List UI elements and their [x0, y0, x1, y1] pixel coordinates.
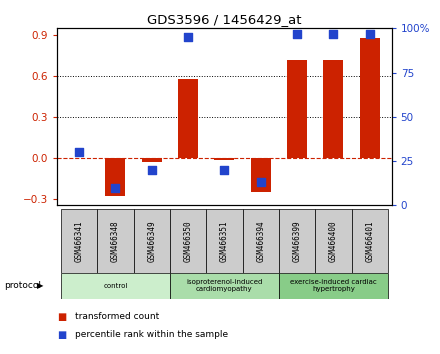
Text: GSM466350: GSM466350 — [183, 220, 193, 262]
Bar — [352, 209, 388, 273]
Text: ■: ■ — [57, 312, 66, 322]
Text: GSM466341: GSM466341 — [74, 220, 84, 262]
Bar — [97, 209, 133, 273]
Text: isoproterenol-induced
cardiomyopathy: isoproterenol-induced cardiomyopathy — [186, 279, 263, 292]
Text: GSM466401: GSM466401 — [365, 220, 374, 262]
Text: transformed count: transformed count — [75, 312, 159, 321]
Bar — [315, 209, 352, 273]
Point — [257, 179, 264, 185]
Text: protocol: protocol — [4, 281, 41, 290]
Point — [184, 34, 191, 40]
Point — [112, 185, 119, 190]
Text: GSM466348: GSM466348 — [111, 220, 120, 262]
Bar — [133, 209, 170, 273]
Bar — [105, 158, 125, 196]
Bar — [61, 209, 97, 273]
Point — [366, 31, 373, 36]
Bar — [287, 59, 307, 158]
Text: ■: ■ — [57, 330, 66, 339]
Text: ▶: ▶ — [37, 281, 44, 290]
Bar — [206, 209, 242, 273]
Bar — [360, 38, 380, 158]
Text: percentile rank within the sample: percentile rank within the sample — [75, 330, 228, 339]
Point — [293, 31, 301, 36]
Text: GSM466400: GSM466400 — [329, 220, 338, 262]
Text: exercise-induced cardiac
hypertrophy: exercise-induced cardiac hypertrophy — [290, 279, 377, 292]
Text: GSM466399: GSM466399 — [293, 220, 301, 262]
Text: control: control — [103, 283, 128, 289]
Bar — [214, 158, 235, 160]
Bar — [279, 209, 315, 273]
Bar — [170, 209, 206, 273]
Bar — [170, 273, 279, 299]
Bar — [279, 273, 388, 299]
Bar — [242, 209, 279, 273]
Bar — [61, 273, 170, 299]
Text: GSM466394: GSM466394 — [256, 220, 265, 262]
Title: GDS3596 / 1456429_at: GDS3596 / 1456429_at — [147, 13, 302, 26]
Bar — [142, 158, 162, 162]
Point — [76, 149, 83, 155]
Bar — [251, 158, 271, 192]
Text: GSM466349: GSM466349 — [147, 220, 156, 262]
Text: GSM466351: GSM466351 — [220, 220, 229, 262]
Bar — [178, 79, 198, 158]
Bar — [323, 59, 344, 158]
Point — [148, 167, 155, 173]
Point — [330, 31, 337, 36]
Point — [221, 167, 228, 173]
